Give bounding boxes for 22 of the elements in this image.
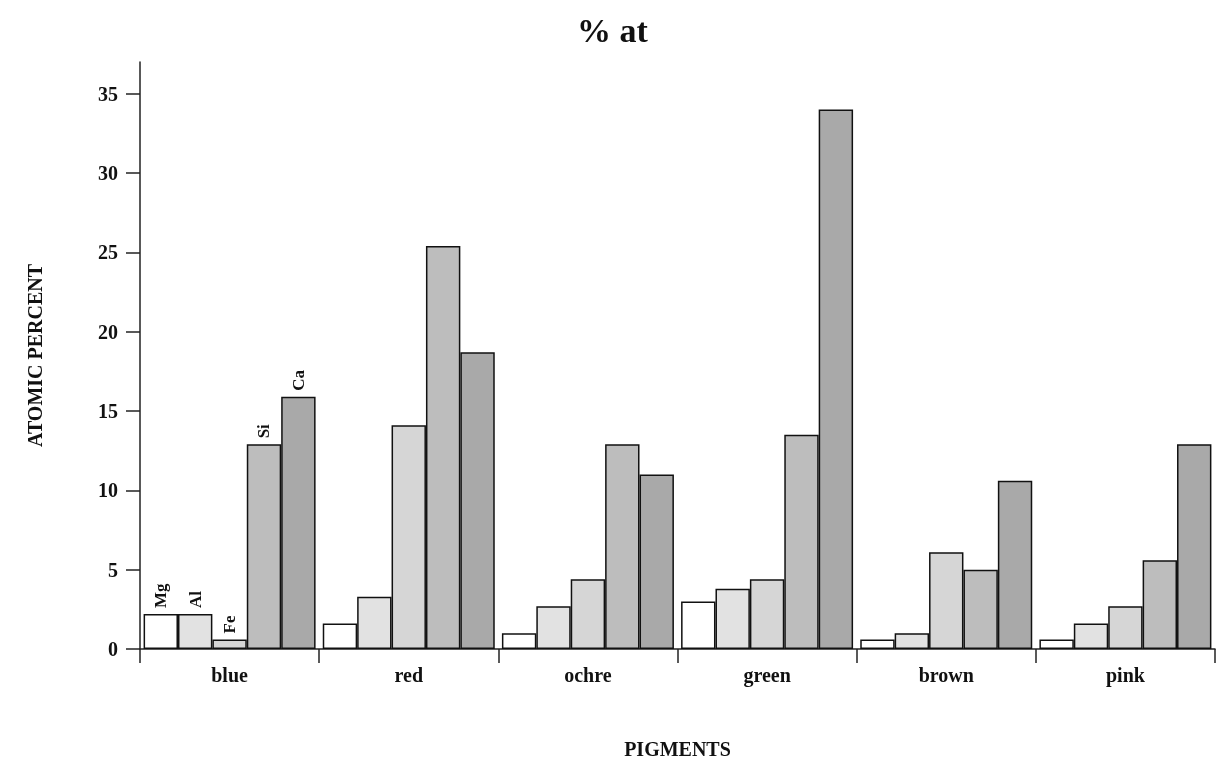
chart-title: % at: [577, 11, 649, 49]
text: Ca: [288, 369, 308, 391]
text: Si: [254, 423, 274, 439]
text: Mg: [151, 583, 171, 609]
x-tick-label: green: [743, 664, 791, 687]
y-tick-label: 5: [108, 558, 118, 581]
x-tick-label: ochre: [564, 664, 612, 686]
text: Fe: [220, 615, 240, 634]
y-tick-label: 10: [98, 479, 118, 502]
x-tick-label: pink: [1105, 664, 1146, 687]
y-tick-label: 30: [98, 162, 118, 185]
y-tick-label: 20: [98, 320, 118, 343]
x-tick-label: red: [394, 664, 424, 686]
y-axis-title: ATOMIC PERCENT: [24, 263, 46, 448]
x-tick-label: blue: [211, 664, 249, 686]
y-tick-label: 0: [108, 638, 118, 660]
x-axis-title: PIGMENTS: [624, 738, 731, 760]
y-tick-label: 15: [98, 400, 118, 423]
text: Al: [185, 590, 205, 609]
y-tick-label: 35: [98, 82, 118, 105]
x-tick-label: brown: [918, 664, 974, 686]
y-tick-label: 25: [98, 241, 118, 264]
